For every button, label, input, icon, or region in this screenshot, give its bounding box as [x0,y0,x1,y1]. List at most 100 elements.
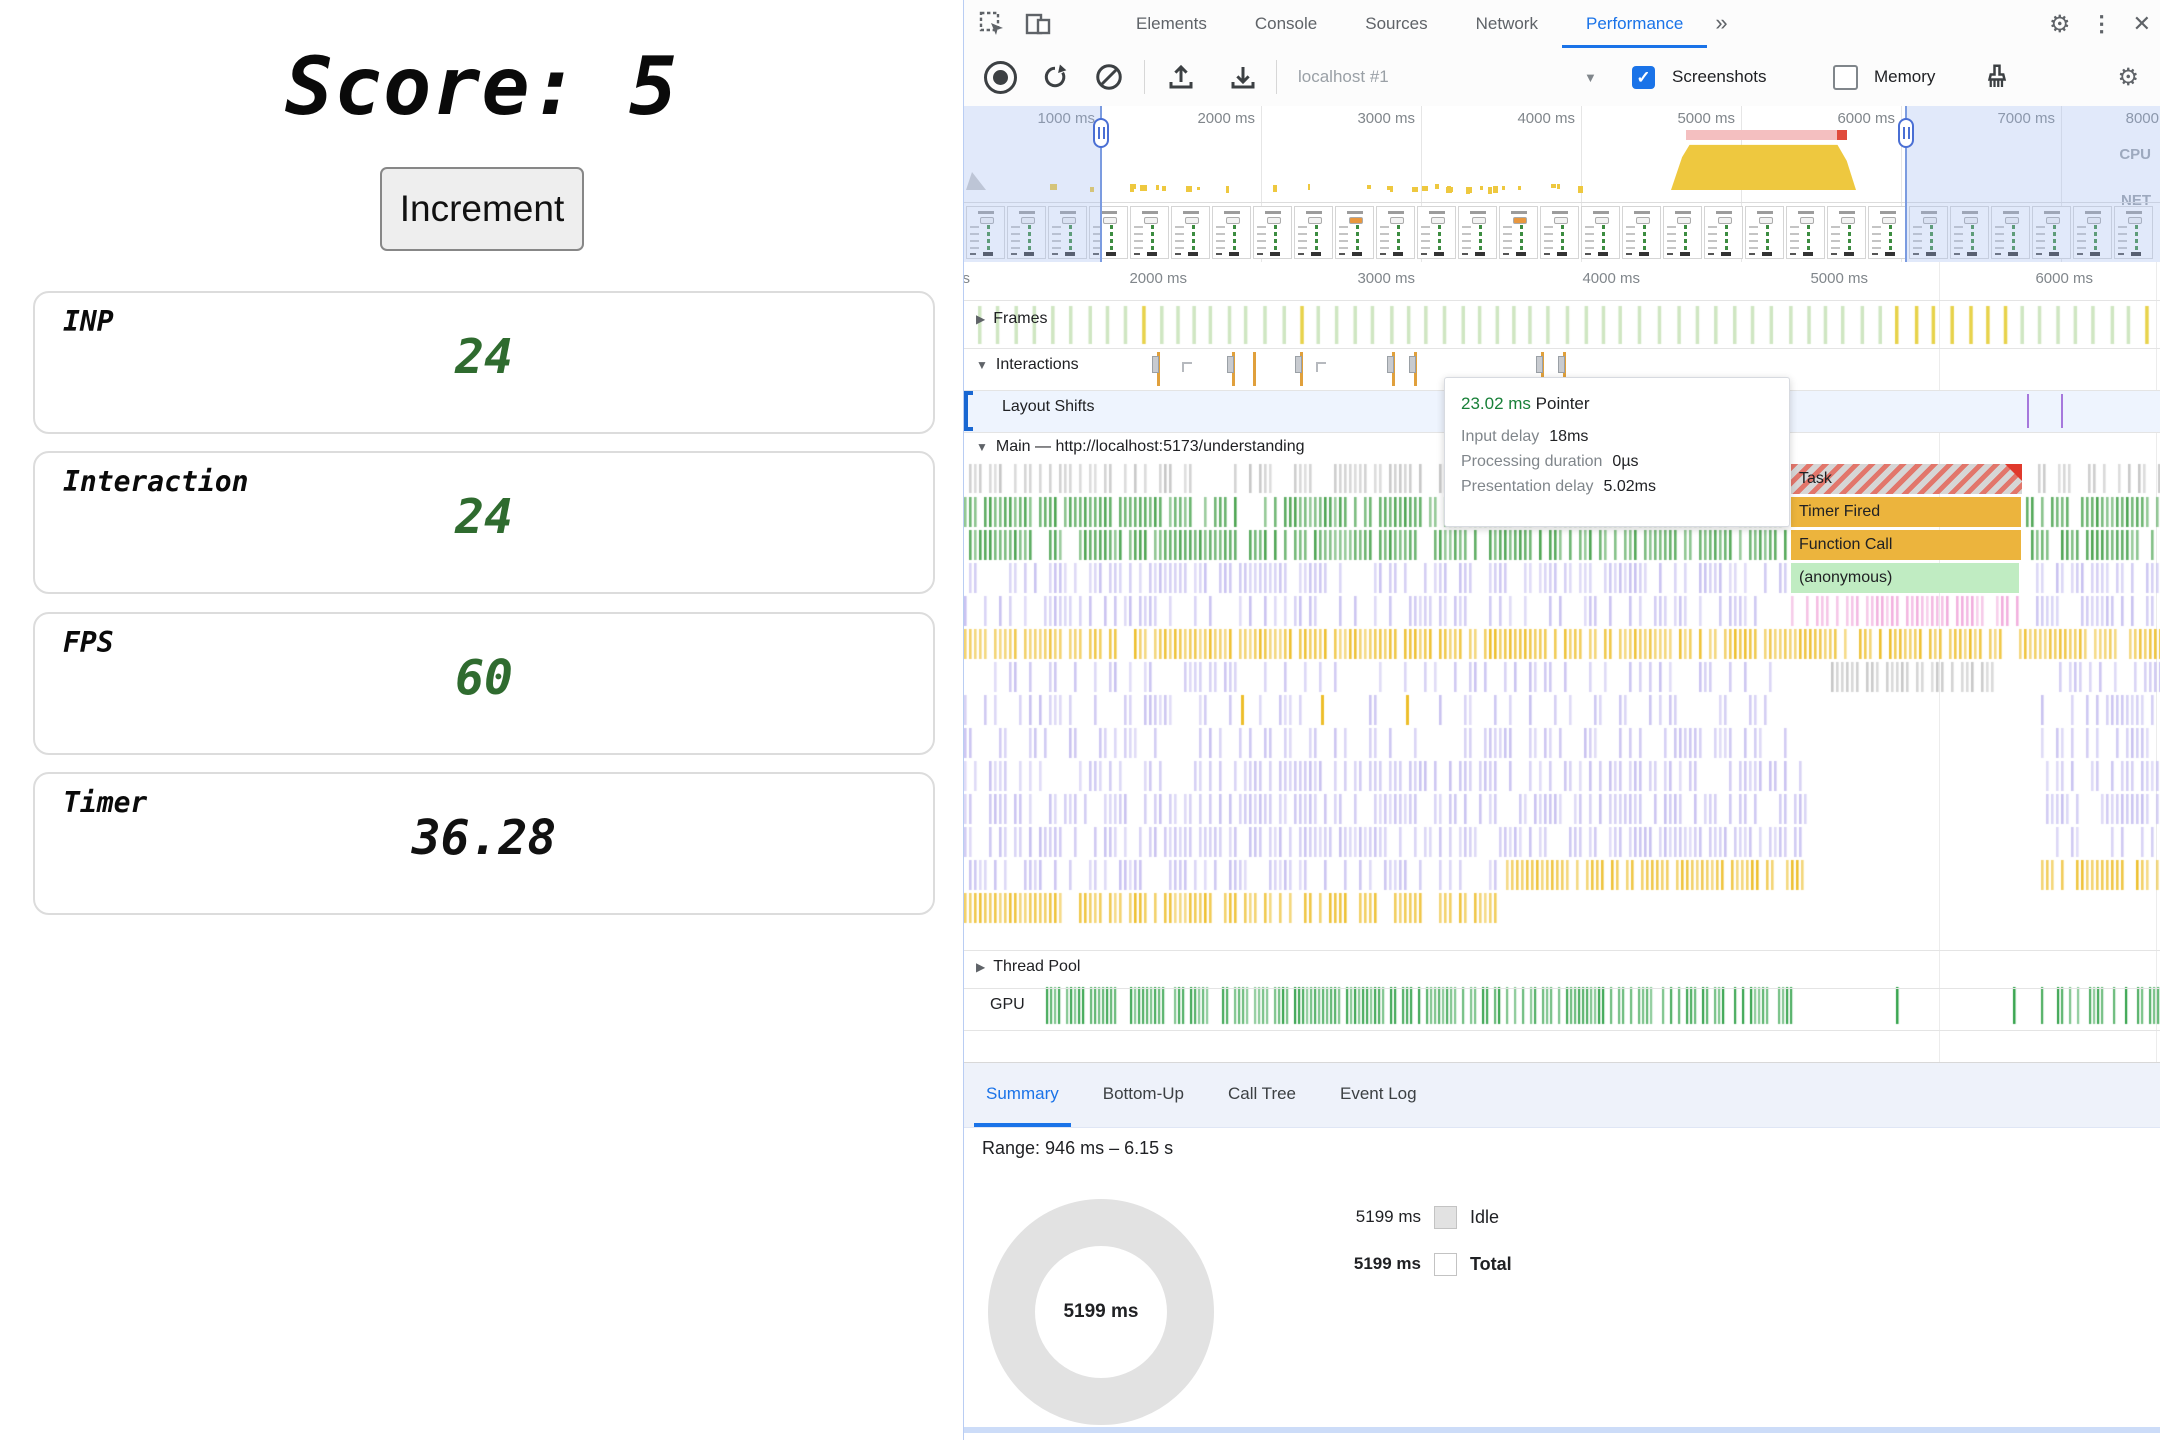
screenshot-thumbnail[interactable] [1212,206,1251,259]
interaction-event-box[interactable] [1152,356,1159,373]
screenshot-thumbnail[interactable] [1540,206,1579,259]
more-tabs-chevron-icon[interactable]: » [1715,10,1728,35]
tab-console[interactable]: Console [1254,14,1318,33]
thumb-line [1052,240,1061,242]
screenshot-thumbnail[interactable] [1171,206,1210,259]
expanded-triangle-icon[interactable]: ▼ [976,358,988,372]
screenshot-thumbnail[interactable] [2073,206,2112,259]
timeline-overview[interactable]: 1000 ms 2000 ms 3000 ms 4000 ms 5000 ms 6000 … [964,106,2160,263]
close-devtools-icon[interactable]: ✕ [2132,11,2151,36]
screenshot-thumbnail[interactable] [1786,206,1825,259]
screenshot-thumbnail[interactable] [1458,206,1497,259]
bottom-tab-call-tree[interactable]: Call Tree [1227,1084,1297,1103]
tooltip-row-label: Presentation delay [1461,478,1594,495]
flame-block-timer-fired[interactable]: Timer Fired [1791,497,2021,527]
thumb-line [1503,233,1512,235]
increment-button[interactable]: Increment [380,167,584,251]
cpu-minor-bump [1186,185,1192,193]
tooltip-row: Presentation delay 5.02ms [1461,478,1773,496]
screenshot-thumbnail[interactable] [1048,206,1087,259]
bottom-tab-bottom-up[interactable]: Bottom-Up [1102,1084,1184,1103]
bottom-tab-event-log[interactable]: Event Log [1340,1084,1417,1103]
screenshot-thumbnail[interactable] [1704,206,1743,259]
screenshot-thumbnail[interactable] [1663,206,1702,259]
expanded-triangle-icon[interactable]: ▼ [976,440,988,454]
thumb-value [1807,225,1810,229]
flame-block--anonymous-[interactable]: (anonymous) [1791,563,2019,593]
bottom-tab-summary[interactable]: Summary [964,1063,1081,1127]
legend-swatch [1434,1205,1457,1229]
memory-checkbox[interactable] [1833,48,1858,106]
layout-shift-event[interactable] [2027,394,2029,428]
interaction-whisker-line[interactable] [1253,352,1256,386]
track-frames[interactable]: ▶ Frames [976,310,1048,327]
interaction-event-box[interactable] [1558,356,1565,373]
record-and-reload-icon[interactable] [1040,48,1070,106]
device-toolbar-icon[interactable] [1024,10,1052,43]
screenshot-thumbnail[interactable] [1089,206,1128,259]
screenshot-thumbnail[interactable] [1417,206,1456,259]
thumb-line [1790,240,1799,242]
screenshot-thumbnail[interactable] [1745,206,1784,259]
selection-left-handle[interactable] [1093,118,1109,148]
thumb-footer [1052,253,1058,255]
screenshot-thumbnail[interactable] [2032,206,2071,259]
record-button[interactable] [984,48,1017,106]
screenshot-thumbnail[interactable] [1335,206,1374,259]
clear-recording-icon[interactable] [1094,48,1124,106]
save-profile-icon[interactable] [1228,48,1258,106]
profile-select[interactable]: localhost #1 [1298,67,1389,86]
flame-block-task[interactable]: Task [1791,464,2022,494]
screenshot-thumbnail[interactable] [1130,206,1169,259]
thumb-line [1462,240,1471,242]
track-layout-shifts[interactable]: Layout Shifts [1002,398,1095,415]
collapsed-triangle-icon[interactable]: ▶ [976,960,986,974]
screenshot-thumbnail[interactable] [1294,206,1333,259]
thumb-value [2094,246,2097,250]
screenshot-thumbnail[interactable] [1827,206,1866,259]
screenshot-thumbnail[interactable] [1253,206,1292,259]
thumb-value [1643,232,1646,236]
screenshot-thumbnail[interactable] [1991,206,2030,259]
selection-edge-line [1905,106,1907,262]
interaction-event-box[interactable] [1387,356,1394,373]
screenshots-checkbox[interactable]: ✓ [1632,48,1655,106]
thumb-footer [1831,253,1837,255]
capture-settings-gear-icon[interactable]: ⚙ [2117,63,2139,91]
interaction-event-box[interactable] [1409,356,1416,373]
gc-brush-icon[interactable] [1982,48,2012,106]
screenshot-thumbnail[interactable] [1376,206,1415,259]
interaction-event-box[interactable] [1227,356,1234,373]
cpu-minor-bump [1412,186,1419,193]
screenshot-thumbnail[interactable] [1622,206,1661,259]
flame-block-function-call[interactable]: Function Call [1791,530,2021,560]
tab-sources[interactable]: Sources [1365,14,1428,33]
screenshot-thumbnail[interactable] [966,206,1005,259]
inspect-element-icon[interactable] [978,10,1006,43]
track-gpu[interactable]: GPU [990,996,1025,1013]
tab-network[interactable]: Network [1475,14,1538,33]
thumb-value [1684,225,1687,229]
screenshot-thumbnail[interactable] [1950,206,1989,259]
interaction-event-box[interactable] [1295,356,1302,373]
profile-select-arrow-icon[interactable]: ▼ [1584,69,1597,85]
screenshot-thumbnail[interactable] [1868,206,1907,259]
screenshot-thumbnail[interactable] [1581,206,1620,259]
selection-right-handle[interactable] [1898,118,1914,148]
load-profile-icon[interactable] [1166,48,1196,106]
screenshot-thumbnail[interactable] [1007,206,1046,259]
screenshot-thumbnail[interactable] [1499,206,1538,259]
screenshot-thumbnail[interactable] [2114,206,2153,259]
tab-performance[interactable]: Performance [1561,0,1708,48]
thumb-line [1052,247,1061,249]
collapsed-triangle-icon[interactable]: ▶ [976,312,986,326]
track-main[interactable]: ▼ Main — http://localhost:5173/understan… [976,438,1305,455]
interaction-event-box[interactable] [1536,356,1543,373]
track-interactions[interactable]: ▼ Interactions [976,356,1079,373]
layout-shift-event[interactable] [2061,394,2063,428]
kebab-menu-icon[interactable]: ⋮ [2090,11,2113,36]
track-thread-pool[interactable]: ▶ Thread Pool [976,958,1081,975]
tab-elements[interactable]: Elements [1136,14,1207,33]
screenshot-thumbnail[interactable] [1909,206,1948,259]
settings-gear-icon[interactable]: ⚙ [2049,10,2071,38]
